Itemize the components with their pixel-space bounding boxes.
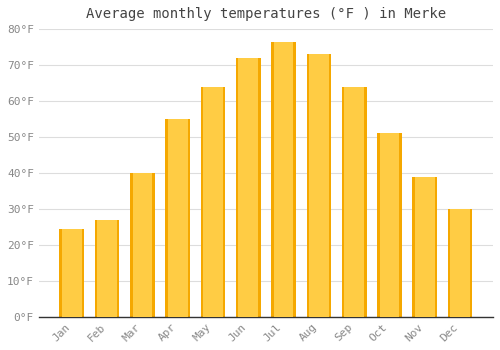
Bar bbox=[97, 220, 117, 317]
Bar bbox=[306, 54, 331, 317]
Bar bbox=[236, 58, 260, 317]
Bar bbox=[271, 42, 296, 317]
Bar bbox=[94, 220, 120, 317]
Bar bbox=[238, 58, 258, 317]
Bar bbox=[448, 209, 472, 317]
Bar bbox=[132, 173, 152, 317]
Bar bbox=[377, 133, 402, 317]
Bar bbox=[130, 173, 155, 317]
Bar bbox=[450, 209, 470, 317]
Bar bbox=[380, 133, 400, 317]
Bar bbox=[168, 119, 188, 317]
Bar bbox=[62, 229, 82, 317]
Bar bbox=[344, 86, 364, 317]
Bar bbox=[274, 42, 293, 317]
Bar bbox=[412, 176, 437, 317]
Bar bbox=[309, 54, 329, 317]
Bar bbox=[166, 119, 190, 317]
Bar bbox=[203, 86, 223, 317]
Bar bbox=[60, 229, 84, 317]
Title: Average monthly temperatures (°F ) in Merke: Average monthly temperatures (°F ) in Me… bbox=[86, 7, 446, 21]
Bar bbox=[415, 176, 434, 317]
Bar bbox=[200, 86, 226, 317]
Bar bbox=[342, 86, 366, 317]
